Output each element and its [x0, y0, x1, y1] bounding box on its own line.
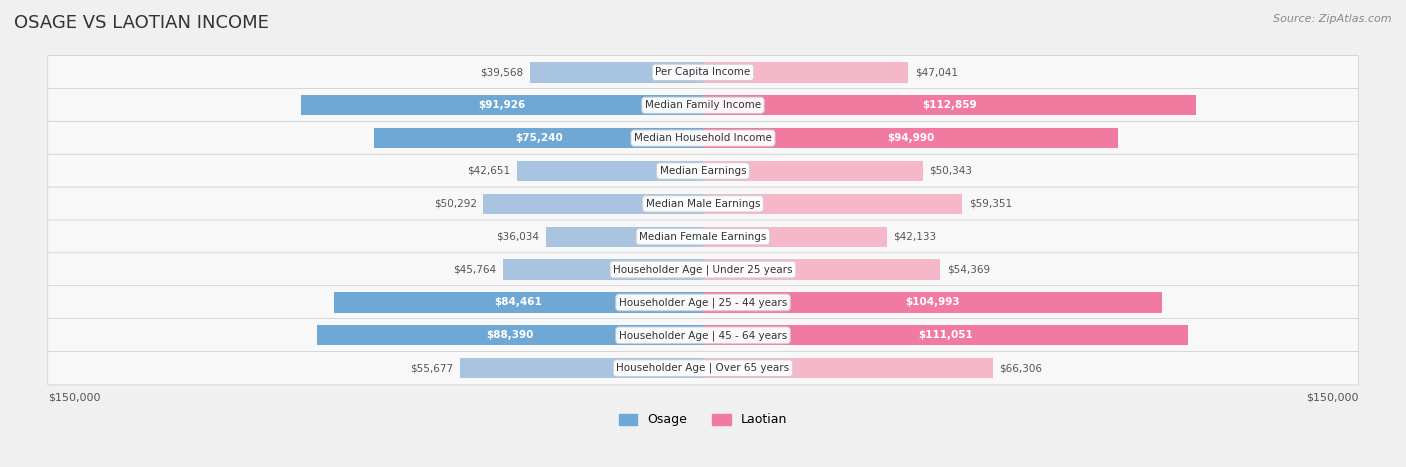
Text: $111,051: $111,051 [918, 330, 973, 340]
Text: $84,461: $84,461 [495, 297, 543, 307]
Bar [374, 128, 703, 148]
Text: Median Earnings: Median Earnings [659, 166, 747, 176]
Bar [703, 62, 908, 83]
Text: $94,990: $94,990 [887, 133, 934, 143]
Text: $42,133: $42,133 [894, 232, 936, 242]
Bar [703, 161, 922, 181]
Bar [703, 358, 993, 378]
Text: Householder Age | Over 65 years: Householder Age | Over 65 years [616, 363, 790, 374]
Text: Median Female Earnings: Median Female Earnings [640, 232, 766, 242]
Text: Median Male Earnings: Median Male Earnings [645, 199, 761, 209]
Text: $36,034: $36,034 [496, 232, 538, 242]
Text: OSAGE VS LAOTIAN INCOME: OSAGE VS LAOTIAN INCOME [14, 14, 269, 32]
Text: $59,351: $59,351 [969, 199, 1012, 209]
Text: $66,306: $66,306 [1000, 363, 1042, 373]
FancyBboxPatch shape [48, 154, 1358, 188]
Text: $104,993: $104,993 [905, 297, 960, 307]
Text: Per Capita Income: Per Capita Income [655, 67, 751, 78]
Text: Source: ZipAtlas.com: Source: ZipAtlas.com [1274, 14, 1392, 24]
Bar [703, 226, 887, 247]
Text: Median Family Income: Median Family Income [645, 100, 761, 110]
FancyBboxPatch shape [48, 286, 1358, 319]
Text: $150,000: $150,000 [1306, 392, 1358, 402]
Text: Median Household Income: Median Household Income [634, 133, 772, 143]
Text: $54,369: $54,369 [948, 265, 990, 275]
Bar [703, 194, 962, 214]
FancyBboxPatch shape [48, 187, 1358, 220]
Bar [301, 95, 703, 115]
Legend: Osage, Laotian: Osage, Laotian [613, 409, 793, 432]
Bar [460, 358, 703, 378]
Bar [530, 62, 703, 83]
Bar [703, 128, 1118, 148]
Bar [703, 259, 941, 280]
FancyBboxPatch shape [48, 56, 1358, 89]
Bar [703, 325, 1188, 346]
Bar [503, 259, 703, 280]
Text: $50,343: $50,343 [929, 166, 973, 176]
Text: $112,859: $112,859 [922, 100, 977, 110]
FancyBboxPatch shape [48, 121, 1358, 155]
Bar [703, 292, 1161, 312]
Text: $39,568: $39,568 [481, 67, 523, 78]
Text: $91,926: $91,926 [478, 100, 526, 110]
Text: Householder Age | 45 - 64 years: Householder Age | 45 - 64 years [619, 330, 787, 340]
Text: Householder Age | 25 - 44 years: Householder Age | 25 - 44 years [619, 297, 787, 308]
Bar [546, 226, 703, 247]
Text: $75,240: $75,240 [515, 133, 562, 143]
FancyBboxPatch shape [48, 220, 1358, 254]
Text: $50,292: $50,292 [434, 199, 477, 209]
Bar [484, 194, 703, 214]
FancyBboxPatch shape [48, 351, 1358, 385]
FancyBboxPatch shape [48, 88, 1358, 122]
Bar [703, 95, 1197, 115]
Text: $88,390: $88,390 [486, 330, 534, 340]
Text: Householder Age | Under 25 years: Householder Age | Under 25 years [613, 264, 793, 275]
Text: $42,651: $42,651 [467, 166, 510, 176]
FancyBboxPatch shape [48, 318, 1358, 352]
Bar [516, 161, 703, 181]
Bar [316, 325, 703, 346]
Text: $55,677: $55,677 [411, 363, 453, 373]
Text: $47,041: $47,041 [915, 67, 957, 78]
Text: $45,764: $45,764 [453, 265, 496, 275]
Text: $150,000: $150,000 [48, 392, 100, 402]
FancyBboxPatch shape [48, 253, 1358, 286]
Bar [335, 292, 703, 312]
